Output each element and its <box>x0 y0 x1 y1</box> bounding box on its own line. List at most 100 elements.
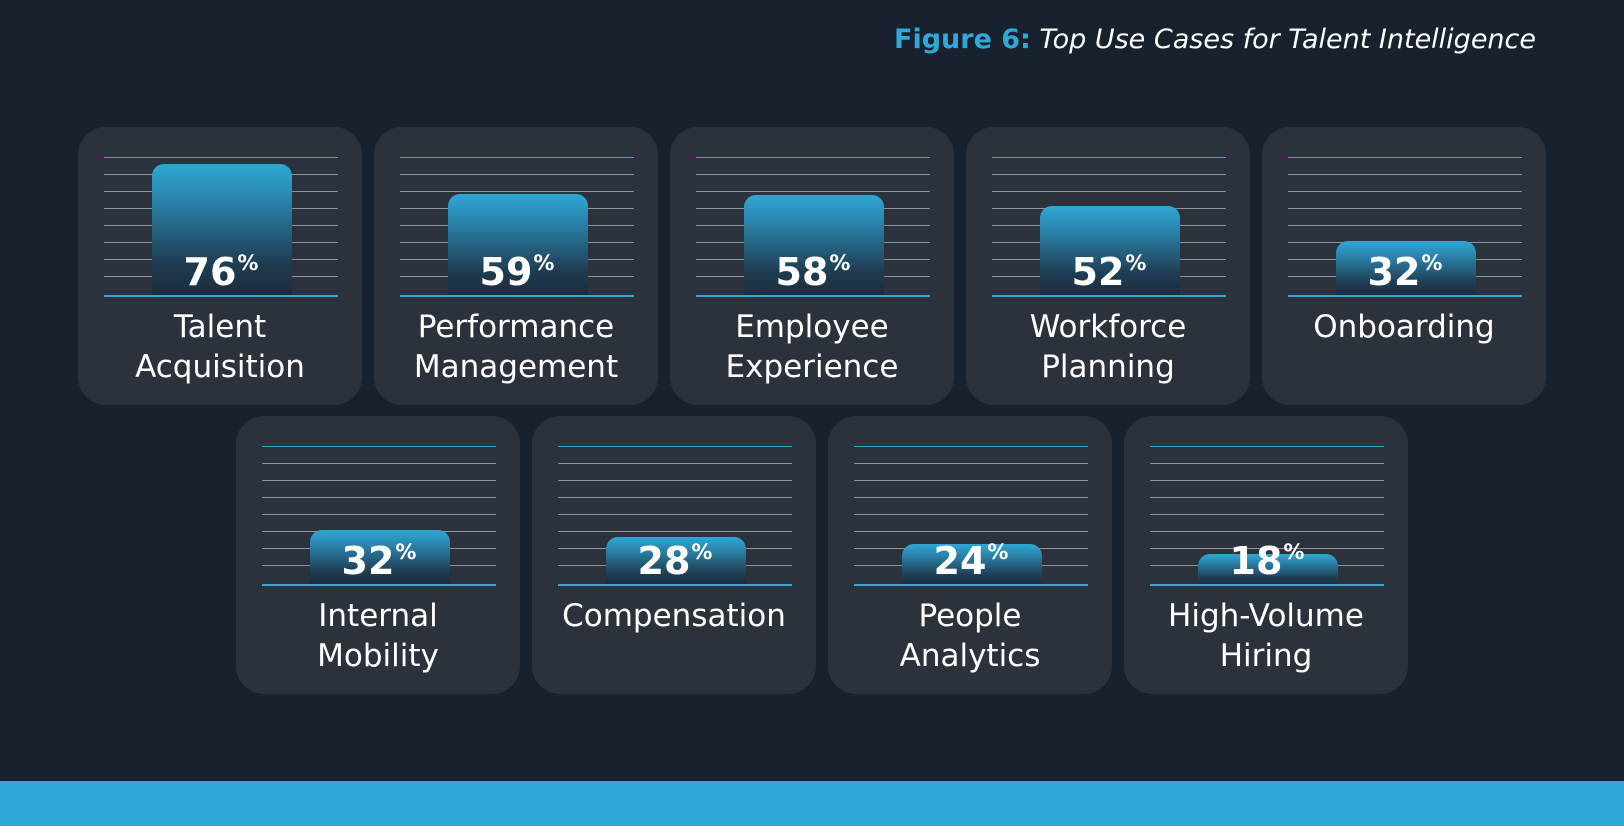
category-label: People Analytics <box>834 596 1106 676</box>
data-label-value: 18 <box>1229 539 1283 583</box>
data-label-value: 58 <box>775 250 829 294</box>
baseline <box>696 295 930 297</box>
gridline <box>262 463 496 464</box>
category-label-line: Employee <box>735 309 889 345</box>
category-label-line: Experience <box>725 349 899 385</box>
gridline <box>1288 174 1522 175</box>
gridline <box>558 446 792 447</box>
chart-card: 58% Employee Experience <box>670 127 954 405</box>
bar <box>1040 206 1180 297</box>
gridline <box>696 157 930 158</box>
category-label: Employee Experience <box>676 307 948 387</box>
gridline <box>992 157 1226 158</box>
bar-plot-area: 24% <box>854 446 1088 586</box>
gridline <box>696 191 930 192</box>
gridline <box>854 446 1088 447</box>
gridline <box>262 497 496 498</box>
data-label-unit: % <box>829 251 851 275</box>
figure-label: Figure 6: <box>894 24 1031 55</box>
baseline <box>992 295 1226 297</box>
gridline <box>400 174 634 175</box>
data-label: 32% <box>262 539 496 583</box>
data-label-value: 28 <box>637 539 691 583</box>
data-label-value: 32 <box>1367 250 1421 294</box>
data-label-value: 52 <box>1071 250 1125 294</box>
data-label-value: 24 <box>933 539 987 583</box>
data-label: 59% <box>400 250 634 294</box>
bar <box>1198 554 1338 586</box>
data-label-unit: % <box>987 540 1009 564</box>
chart-card: 52% Workforce Planning <box>966 127 1250 405</box>
bar-plot-area: 18% <box>1150 446 1384 586</box>
data-label: 58% <box>696 250 930 294</box>
gridline <box>696 174 930 175</box>
baseline <box>854 584 1088 586</box>
gridline <box>1150 497 1384 498</box>
bar <box>152 164 292 297</box>
category-label-line: Onboarding <box>1313 309 1495 345</box>
data-label-unit: % <box>691 540 713 564</box>
gridline <box>262 480 496 481</box>
gridline <box>1150 531 1384 532</box>
gridline <box>854 531 1088 532</box>
category-label-line: Compensation <box>562 598 786 634</box>
category-label-line: Acquisition <box>135 349 305 385</box>
category-label-line: Workforce <box>1029 309 1187 345</box>
bar <box>606 537 746 586</box>
data-label-unit: % <box>395 540 417 564</box>
data-label: 18% <box>1150 539 1384 583</box>
category-label-line: Mobility <box>317 638 439 674</box>
chart-card: 32% Onboarding <box>1262 127 1546 405</box>
gridline <box>104 157 338 158</box>
bar-plot-area: 52% <box>992 157 1226 297</box>
gridline <box>558 531 792 532</box>
bar <box>1336 241 1476 297</box>
gridline <box>1150 446 1384 447</box>
gridline <box>558 463 792 464</box>
gridline <box>558 480 792 481</box>
figure-title-text: Top Use Cases for Talent Intelligence <box>1039 24 1536 55</box>
footer-band <box>0 781 1624 826</box>
data-label-value: 32 <box>341 539 395 583</box>
bar <box>448 194 588 297</box>
bar-plot-area: 76% <box>104 157 338 297</box>
category-label: High-Volume Hiring <box>1130 596 1402 676</box>
data-label-unit: % <box>1283 540 1305 564</box>
gridline <box>1150 480 1384 481</box>
baseline <box>558 584 792 586</box>
bar <box>902 544 1042 586</box>
data-label-unit: % <box>1421 251 1443 275</box>
chart-card: 28% Compensation <box>532 416 816 694</box>
gridline <box>1288 225 1522 226</box>
gridline <box>1288 157 1522 158</box>
data-label: 28% <box>558 539 792 583</box>
data-label-unit: % <box>237 251 259 275</box>
category-label: Compensation <box>538 596 810 636</box>
category-label-line: Internal <box>318 598 438 634</box>
baseline <box>104 295 338 297</box>
gridline <box>558 497 792 498</box>
data-label: 76% <box>104 251 338 292</box>
category-label: Talent Acquisition <box>84 307 356 387</box>
chart-card: 24% People Analytics <box>828 416 1112 694</box>
chart-card: 18% High-Volume Hiring <box>1124 416 1408 694</box>
category-label-line: People <box>918 598 1022 634</box>
bar-plot-area: 58% <box>696 157 930 297</box>
gridline <box>1150 548 1384 549</box>
data-label-unit: % <box>1125 251 1147 275</box>
category-label-line: Analytics <box>899 638 1041 674</box>
bar-plot-area: 59% <box>400 157 634 297</box>
bar-plot-area: 32% <box>262 446 496 586</box>
data-label-unit: % <box>533 251 555 275</box>
gridline <box>262 446 496 447</box>
chart-card: 76% Talent Acquisition <box>78 127 362 405</box>
data-label-value: 59 <box>479 250 533 294</box>
gridline <box>992 191 1226 192</box>
baseline <box>400 295 634 297</box>
bar <box>744 195 884 297</box>
category-label: Onboarding <box>1268 307 1540 347</box>
data-label: 24% <box>854 539 1088 583</box>
baseline <box>262 584 496 586</box>
gridline <box>1150 463 1384 464</box>
gridline <box>854 480 1088 481</box>
